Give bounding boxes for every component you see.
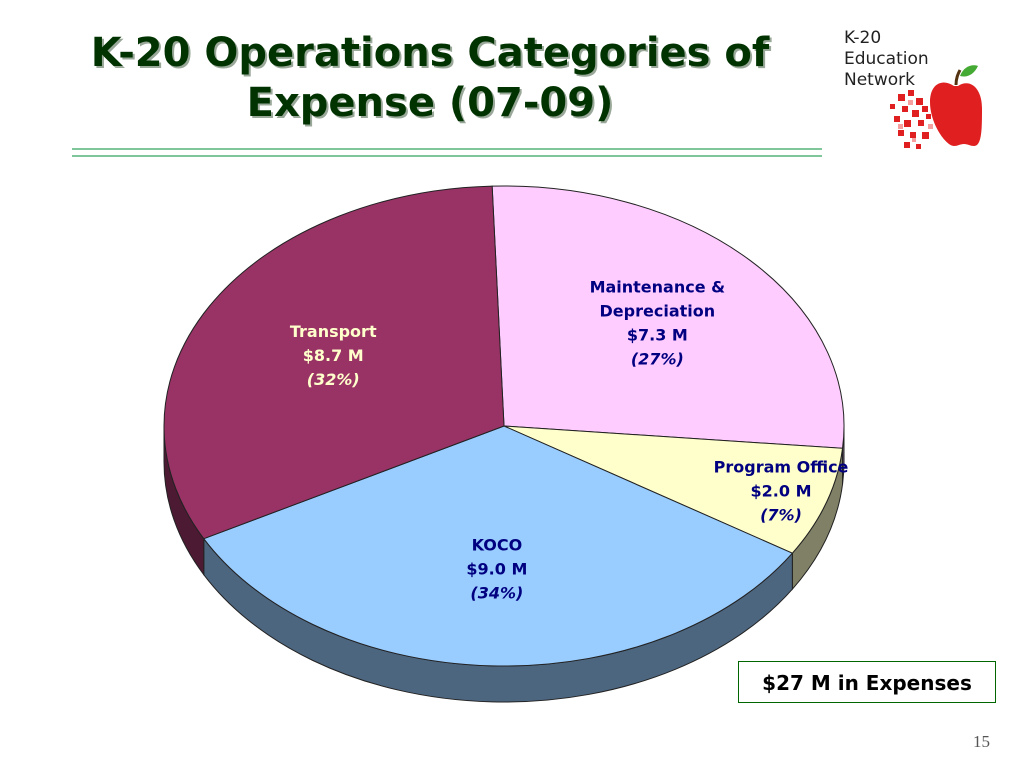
pie-slice-program-office	[503, 425, 844, 554]
title-divider	[72, 148, 822, 157]
page-number: 15	[973, 732, 990, 751]
slice-label-2-1: $9.0 M	[466, 559, 527, 578]
pie-slice-transport	[163, 185, 505, 540]
slice-label-1-0: Program Office	[714, 458, 849, 477]
slice-label-0-1: Depreciation	[600, 301, 716, 320]
slide-title: K-20 Operations Categories of Expense (0…	[40, 28, 820, 128]
pie-slice-maintenance-depreciation	[491, 185, 845, 449]
logo-line1: K-20	[844, 28, 882, 48]
slice-label-0-0: Maintenance &	[590, 277, 726, 296]
logo-text: K-20 Education Network	[844, 28, 929, 91]
pie-labels: Maintenance & Depreciation $7.3 M (27%) Prog…	[290, 277, 849, 602]
slice-label-1-2: (7%)	[760, 506, 802, 525]
slice-label-3-1: $8.7 M	[303, 346, 364, 365]
slice-label-3-2: (32%)	[307, 370, 360, 389]
pie-slices	[163, 185, 845, 667]
slice-label-2-2: (34%)	[470, 583, 523, 602]
slice-label-2-0: KOCO	[472, 535, 523, 554]
slice-label-0-3: (27%)	[631, 349, 684, 368]
slice-label-1-1: $2.0 M	[751, 482, 812, 501]
slice-label-0-2: $7.3 M	[627, 325, 688, 344]
slide-title-line1: K-20 Operations Categories of	[90, 30, 770, 76]
apple-icon	[890, 65, 982, 149]
pie-slice-koco	[202, 425, 794, 667]
k20-logo: K-20 Education Network	[842, 28, 992, 158]
slide-title-line2: Expense (07-09)	[246, 80, 614, 126]
logo-line3: Network	[844, 70, 915, 90]
total-expenses-box: $27 M in Expenses	[738, 661, 996, 703]
slice-label-3-0: Transport	[290, 322, 377, 341]
logo-line2: Education	[844, 49, 929, 69]
